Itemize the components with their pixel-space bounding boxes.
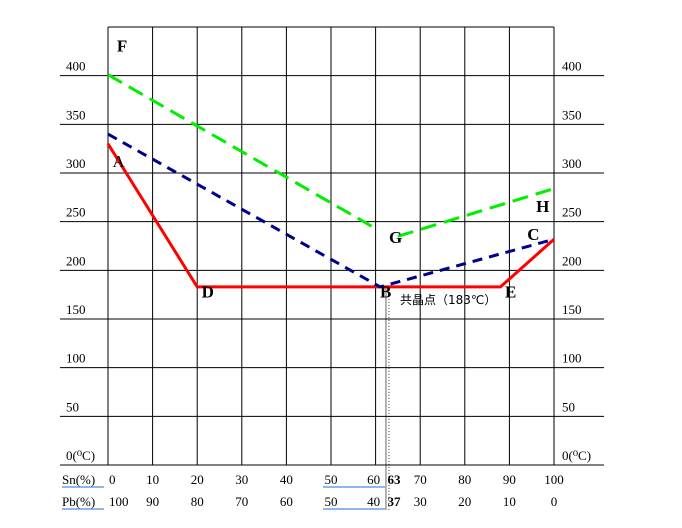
y-tick-label-left: 350	[66, 107, 86, 122]
pb-tick-label: 80	[191, 494, 204, 509]
eutectic-annotation: 共晶点（183℃）	[400, 293, 496, 307]
sn-axis-label: Sn(%)	[62, 472, 95, 487]
pb-axis-label: Pb(%)	[62, 494, 95, 509]
point-label-a: A	[112, 152, 125, 171]
series-line	[397, 187, 555, 238]
pb-tick-label: 40	[367, 494, 380, 509]
y-tick-label-left: 150	[66, 302, 86, 317]
point-label-c: C	[527, 225, 539, 244]
y-tick-label-left: 250	[66, 205, 86, 220]
point-label-b: B	[380, 283, 391, 302]
y-tick-label-right: 200	[562, 253, 582, 268]
series-group	[106, 73, 555, 289]
y-tick-label-right: 350	[562, 107, 582, 122]
sn-tick-label: 40	[280, 472, 293, 487]
y-tick-label-right: 250	[562, 205, 582, 220]
point-label-e: E	[505, 283, 516, 302]
sn-tick-label: 60	[367, 472, 380, 487]
pb-tick-label: 0	[551, 494, 558, 509]
grid-lines	[60, 26, 604, 510]
point-label-g: G	[389, 228, 402, 247]
y-tick-label-right: 100	[562, 351, 582, 366]
y-tick-label-left: 300	[66, 156, 86, 171]
pb-tick-label: 100	[109, 494, 129, 509]
y-tick-label-right: 150	[562, 302, 582, 317]
pb-tick-label: 37	[387, 494, 401, 509]
y-tick-label-left: 200	[66, 253, 86, 268]
y-tick-label-left: 50	[66, 399, 79, 414]
series-line	[107, 132, 555, 289]
y-tick-label-left: 400	[66, 59, 86, 74]
pb-tick-label: 60	[280, 494, 293, 509]
point-label-d: D	[202, 283, 214, 302]
y-tick-label-right: 400	[562, 59, 582, 74]
y-tick-label-right: 50	[562, 399, 575, 414]
y-tick-label-right: 0(⁰C)	[562, 448, 591, 463]
series-line	[107, 73, 377, 230]
point-labels: F A D B E G HC	[112, 36, 549, 301]
sn-tick-label: 10	[146, 472, 159, 487]
pb-tick-label: 20	[458, 494, 471, 509]
pb-tick-label: 70	[235, 494, 248, 509]
sn-tick-label: 80	[458, 472, 471, 487]
sn-tick-label: 70	[414, 472, 427, 487]
y-tick-label-left: 0(⁰C)	[66, 448, 95, 463]
pb-tick-label: 90	[146, 494, 159, 509]
sn-tick-label: 20	[191, 472, 204, 487]
point-label-h: H	[536, 197, 549, 216]
sn-tick-label: 50	[325, 472, 338, 487]
sn-tick-label: 100	[544, 472, 564, 487]
sn-tick-label: 0	[109, 472, 116, 487]
y-tick-label-left: 100	[66, 351, 86, 366]
sn-tick-label: 63	[387, 472, 401, 487]
pb-tick-label: 30	[414, 494, 427, 509]
sn-tick-label: 90	[503, 472, 516, 487]
sn-tick-label: 30	[235, 472, 248, 487]
point-label-f: F	[117, 36, 127, 55]
pb-tick-label: 50	[325, 494, 338, 509]
pb-tick-label: 10	[503, 494, 516, 509]
series-line	[106, 143, 555, 289]
y-tick-label-right: 300	[562, 156, 582, 171]
